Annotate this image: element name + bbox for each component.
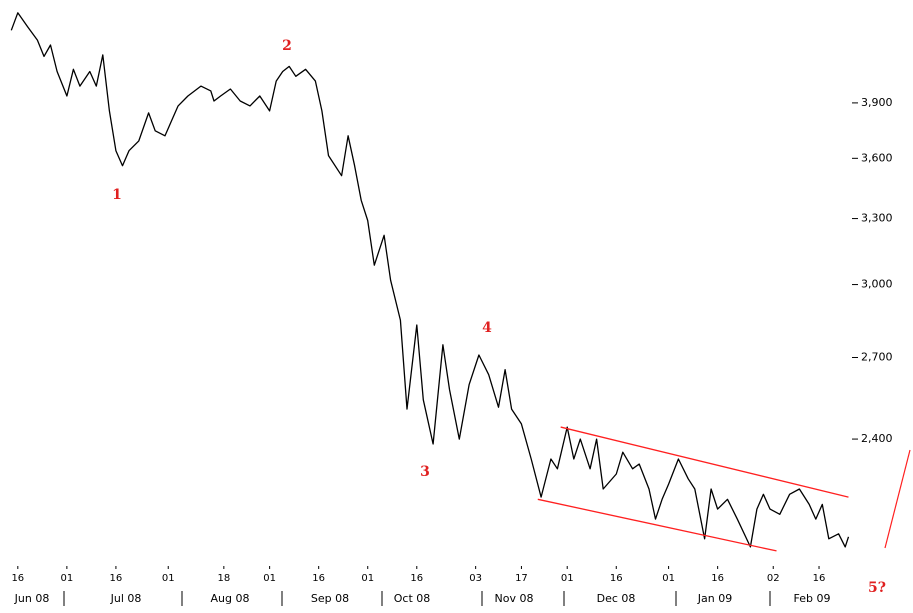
- month-label: Sep 08: [311, 592, 349, 605]
- x-tick-label: 16: [610, 573, 623, 584]
- wave-label: 2: [282, 38, 292, 54]
- x-tick-label: 01: [60, 573, 73, 584]
- month-label: Aug 08: [211, 592, 250, 605]
- price-line: [10, 12, 850, 548]
- x-tick-label: 18: [217, 573, 230, 584]
- month-label: Jun 08: [14, 592, 50, 605]
- x-tick-label: 01: [561, 573, 574, 584]
- x-tick-label: 16: [11, 573, 24, 584]
- wave-label: 1: [112, 187, 122, 203]
- y-tick-label: 3,000: [861, 278, 893, 291]
- y-tick-label: 2,700: [861, 351, 893, 364]
- month-label: Feb 09: [794, 592, 831, 605]
- x-tick-label: 01: [662, 573, 675, 584]
- x-tick-label: 16: [813, 573, 826, 584]
- x-tick-label: 16: [410, 573, 423, 584]
- y-tick-label: 2,400: [861, 432, 893, 445]
- projection-line: [884, 449, 911, 549]
- trend-line: [560, 426, 849, 498]
- x-tick-label: 01: [162, 573, 175, 584]
- wave-label: 3: [420, 464, 430, 480]
- x-tick-label: 02: [767, 573, 780, 584]
- wave-label: 4: [482, 320, 492, 336]
- y-tick-label: 3,300: [861, 212, 893, 225]
- month-label: Oct 08: [394, 592, 431, 605]
- trend-line: [537, 498, 777, 552]
- x-tick-label: 16: [711, 573, 724, 584]
- month-label: Jan 09: [697, 592, 732, 605]
- month-label: Nov 08: [495, 592, 534, 605]
- x-tick-label: 16: [312, 573, 325, 584]
- x-tick-label: 01: [263, 573, 276, 584]
- month-label: Dec 08: [597, 592, 636, 605]
- x-tick-label: 17: [515, 573, 528, 584]
- x-tick-label: 01: [361, 573, 374, 584]
- month-label: Jul 08: [110, 592, 142, 605]
- y-tick-label: 3,600: [861, 151, 893, 164]
- x-tick-label: 03: [469, 573, 482, 584]
- y-tick-label: 3,900: [861, 96, 893, 109]
- x-tick-label: 16: [110, 573, 123, 584]
- wave-label: 5?: [868, 580, 886, 596]
